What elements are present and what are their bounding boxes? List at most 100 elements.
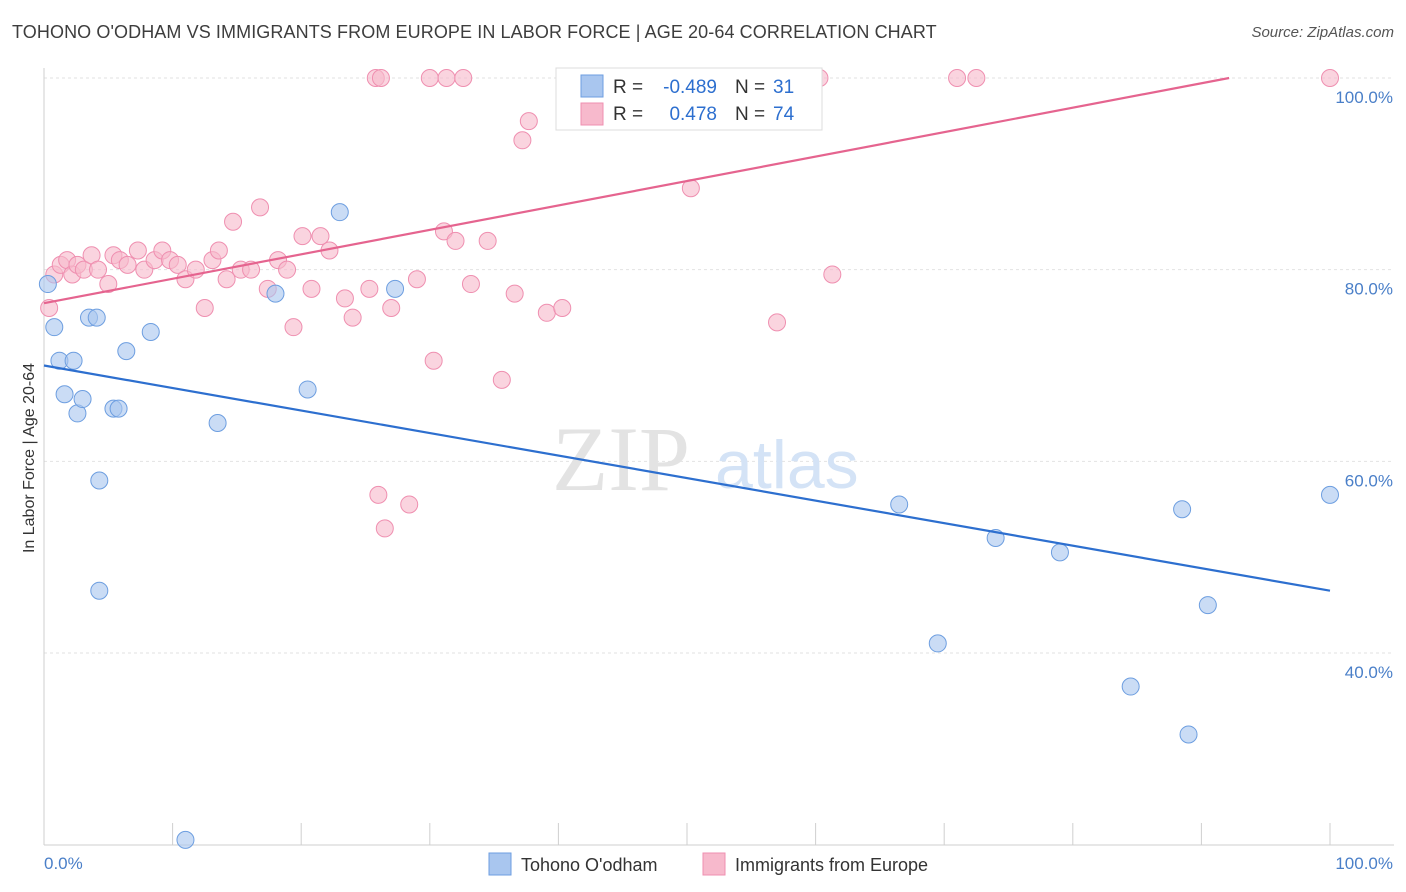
point-tohono	[109, 399, 128, 418]
point-tohono	[1179, 725, 1198, 744]
point-tohono	[266, 284, 285, 303]
point-europe	[967, 69, 986, 87]
point-europe	[217, 270, 236, 289]
point-tohono	[1121, 677, 1140, 696]
point-europe	[461, 275, 480, 294]
point-europe	[168, 255, 187, 274]
point-europe	[553, 299, 572, 317]
grid-lines	[44, 77, 1394, 654]
point-tohono	[928, 634, 947, 653]
y-axis-label: In Labor Force | Age 20-64	[21, 363, 38, 553]
point-europe	[335, 289, 354, 308]
point-europe	[293, 227, 312, 246]
stats-n-value-1: 31	[773, 77, 794, 98]
point-europe	[99, 275, 118, 294]
point-europe	[360, 279, 379, 298]
y-tick-label: 80.0%	[1345, 280, 1393, 299]
point-europe	[118, 255, 137, 274]
point-tohono	[117, 342, 136, 361]
point-tohono	[90, 471, 109, 490]
point-europe	[251, 198, 270, 217]
point-tohono	[1198, 596, 1217, 615]
point-europe	[278, 260, 297, 279]
stats-r-value-2: 0.478	[669, 104, 717, 125]
y-tick-labels: 40.0% 60.0% 80.0% 100.0%	[1335, 88, 1393, 682]
point-europe	[424, 351, 443, 370]
point-europe	[400, 495, 419, 514]
point-tohono	[87, 308, 106, 327]
stats-legend-swatch-pink	[580, 102, 604, 126]
point-europe	[768, 313, 787, 332]
x-tick-label: 0.0%	[44, 854, 83, 873]
point-europe	[371, 69, 390, 87]
point-europe	[407, 270, 426, 289]
point-europe	[302, 279, 321, 298]
point-tohono	[38, 275, 57, 294]
point-europe	[382, 299, 401, 317]
point-europe	[478, 231, 497, 250]
trend-line-tohono	[43, 364, 1331, 592]
stats-n-label-1: N =	[735, 77, 765, 98]
x-tick-label: 100.0%	[1335, 854, 1393, 873]
point-europe	[1321, 69, 1339, 87]
point-europe	[375, 519, 394, 538]
stats-r-value-1: -0.489	[663, 77, 717, 98]
chart-title: TOHONO O'ODHAM VS IMMIGRANTS FROM EUROPE…	[12, 22, 937, 42]
point-tohono	[386, 279, 405, 298]
stats-r-label-1: R =	[613, 77, 643, 98]
axes	[43, 68, 1394, 846]
point-europe	[224, 212, 243, 231]
trend-lines	[43, 76, 1331, 592]
point-europe	[209, 241, 228, 260]
watermark-atlas: atlas	[715, 427, 859, 503]
point-tohono	[141, 322, 160, 341]
point-tohono	[298, 380, 317, 399]
point-europe	[537, 303, 556, 322]
point-tohono	[45, 318, 64, 337]
point-europe	[369, 485, 388, 504]
legend-swatch-tohono	[488, 852, 512, 876]
point-tohono	[55, 385, 74, 404]
point-europe	[437, 69, 456, 87]
point-europe	[89, 260, 108, 279]
point-tohono	[208, 414, 227, 432]
point-europe	[128, 241, 147, 260]
point-europe	[343, 308, 362, 327]
watermark: ZIP atlas	[552, 408, 859, 510]
point-europe	[492, 370, 511, 389]
legend-label-tohono: Tohono O'odham	[521, 855, 658, 875]
point-europe	[284, 318, 303, 337]
x-tick-labels: 0.0% 100.0%	[44, 854, 1393, 873]
point-tohono	[1173, 500, 1192, 519]
stats-n-label-2: N =	[735, 104, 765, 125]
stats-r-label-2: R =	[613, 104, 643, 125]
y-tick-label: 40.0%	[1345, 663, 1393, 682]
point-europe	[519, 112, 538, 131]
point-tohono	[890, 495, 909, 514]
bottom-legend: Tohono O'odham Immigrants from Europe	[488, 852, 928, 876]
point-europe	[948, 69, 967, 87]
point-tohono	[64, 351, 83, 370]
point-tohono	[90, 581, 109, 600]
y-tick-label: 60.0%	[1345, 471, 1393, 490]
point-europe	[420, 69, 439, 87]
source-label: Source: ZipAtlas.com	[1251, 24, 1394, 41]
stats-n-value-2: 74	[773, 104, 795, 125]
point-europe	[311, 227, 330, 246]
legend-label-europe: Immigrants from Europe	[735, 855, 928, 875]
point-europe	[454, 69, 473, 87]
point-europe	[195, 299, 214, 317]
point-europe	[505, 284, 524, 303]
point-tohono	[330, 203, 349, 222]
y-tick-label: 100.0%	[1335, 88, 1393, 107]
point-tohono	[73, 390, 92, 409]
point-europe	[823, 265, 842, 284]
trend-line-europe	[43, 76, 1230, 305]
stats-legend-swatch-blue	[580, 74, 604, 98]
point-tohono	[1050, 543, 1069, 562]
point-tohono	[1321, 485, 1339, 504]
stats-legend: R = -0.489 N = 31 R = 0.478 N = 74	[555, 67, 823, 131]
point-europe	[446, 231, 465, 250]
legend-swatch-europe	[702, 852, 726, 876]
